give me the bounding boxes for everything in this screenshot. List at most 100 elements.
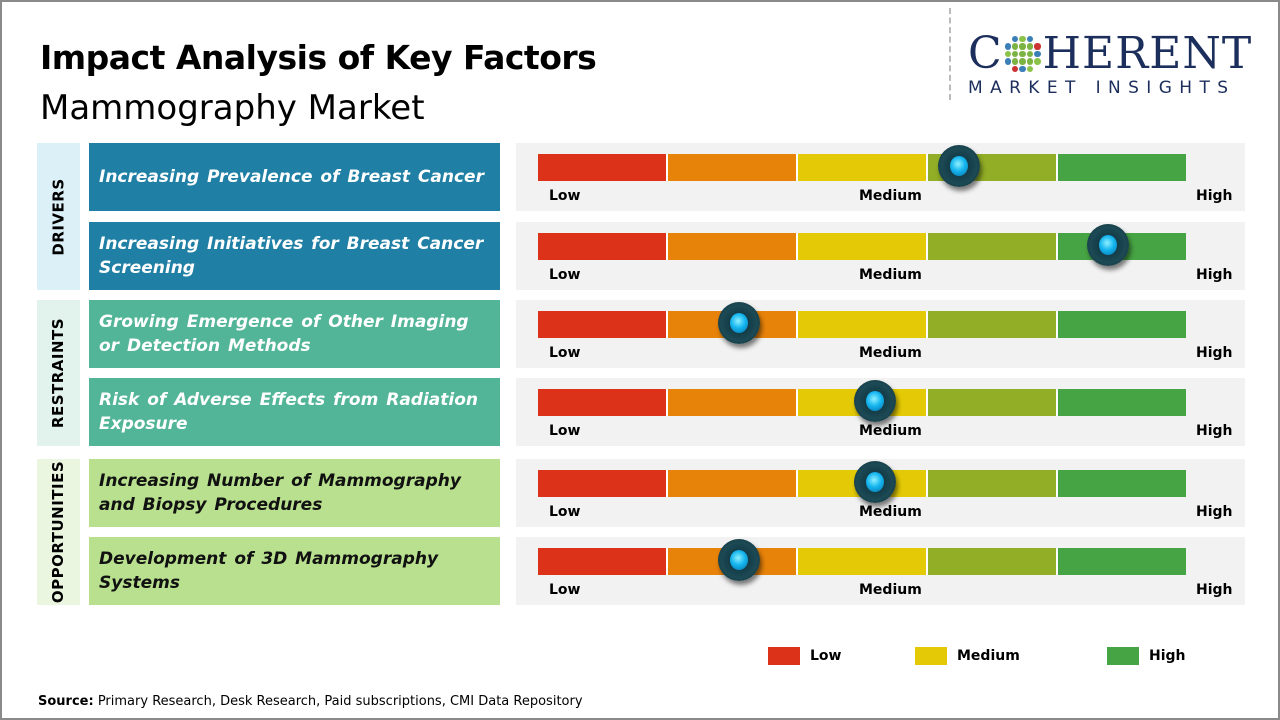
logo-letter: C: [968, 28, 1003, 79]
gauge-segment: [1058, 548, 1186, 575]
gauge-bar: [538, 389, 1186, 416]
globe-dot: [1034, 50, 1041, 58]
globe-dot: [1019, 65, 1026, 72]
globe-dot: [1026, 43, 1034, 50]
scale-label-medium: Medium: [859, 423, 922, 439]
globe-dot: [1026, 36, 1034, 43]
scale-label-low: Low: [549, 582, 581, 598]
impact-gauge: Low Medium High: [516, 300, 1245, 368]
factor-label: Increasing Number of Mammography and Bio…: [89, 459, 500, 527]
gauge-bar: [538, 154, 1186, 181]
gauge-segment: [668, 233, 798, 260]
globe-dot: [1012, 43, 1019, 50]
globe-dot: [1012, 36, 1019, 43]
gauge-segment: [668, 154, 798, 181]
legend-swatch: [1107, 647, 1139, 665]
logo-text: HERENT: [1042, 28, 1253, 79]
impact-marker: [717, 539, 760, 581]
gauge-segment: [538, 470, 668, 497]
impact-gauge: Low Medium High: [516, 537, 1245, 605]
legend-low: Low: [768, 647, 841, 665]
gauge-segment: [928, 470, 1058, 497]
page-title: Impact Analysis of Key Factors: [40, 38, 597, 77]
source-note: Source: Primary Research, Desk Research,…: [38, 694, 583, 709]
globe-dot: [1012, 65, 1019, 72]
gauge-segment: [928, 311, 1058, 338]
scale-label-medium: Medium: [859, 582, 922, 598]
impact-gauge: Low Medium High: [516, 222, 1245, 290]
gauge-segment: [538, 311, 668, 338]
gauge-segment: [1058, 154, 1186, 181]
gauge-bar: [538, 548, 1186, 575]
factor-label: Increasing Prevalence of Breast Cancer: [89, 143, 500, 211]
gauge-segment: [538, 154, 668, 181]
divider: [949, 8, 951, 100]
category-restraints: RESTRAINTS: [37, 300, 80, 446]
legend-label: Low: [810, 648, 842, 664]
scale-label-medium: Medium: [859, 267, 922, 283]
logo-subtext: MARKET INSIGHTS: [968, 78, 1236, 98]
factor-label: Increasing Initiatives for Breast Cancer…: [89, 222, 500, 290]
scale-label-low: Low: [549, 188, 581, 204]
globe-dot: [1026, 58, 1034, 65]
gauge-segment: [928, 548, 1058, 575]
gauge-segment: [798, 548, 928, 575]
globe-dot: [1019, 58, 1026, 65]
factor-label: Development of 3D Mammography Systems: [89, 537, 500, 605]
globe-dot: [1019, 43, 1026, 50]
gauge-segment: [928, 389, 1058, 416]
category-label: RESTRAINTS: [49, 317, 68, 429]
scale-label-low: Low: [549, 267, 581, 283]
scale-label-high: High: [1196, 423, 1233, 439]
factor-label: Growing Emergence of Other Imaging or De…: [89, 300, 500, 368]
globe-dot: [1026, 50, 1034, 58]
gauge-segment: [798, 311, 928, 338]
globe-dot: [1004, 43, 1012, 50]
legend-label: High: [1149, 648, 1186, 664]
page-subtitle: Mammography Market: [40, 88, 425, 128]
legend-label: Medium: [957, 648, 1020, 664]
legend-swatch: [768, 647, 800, 665]
category-drivers: DRIVERS: [37, 143, 80, 290]
gauge-segment: [538, 389, 668, 416]
category-label: DRIVERS: [49, 177, 68, 256]
scale-label-medium: Medium: [859, 504, 922, 520]
globe-dot: [1034, 58, 1041, 65]
category-label: OPPORTUNITIES: [49, 460, 68, 604]
impact-marker: [853, 380, 896, 422]
globe-dot: [1034, 66, 1040, 72]
globe-dot: [1026, 65, 1034, 72]
globe-dot: [1005, 36, 1011, 42]
factor-label: Risk of Adverse Effects from Radiation E…: [89, 378, 500, 446]
scale-label-medium: Medium: [859, 188, 922, 204]
gauge-segment: [538, 548, 668, 575]
impact-marker: [717, 302, 760, 344]
globe-dot: [1004, 50, 1012, 58]
scale-label-low: Low: [549, 504, 581, 520]
gauge-segment: [1058, 311, 1186, 338]
globe-dot: [1005, 66, 1011, 72]
scale-label-high: High: [1196, 345, 1233, 361]
globe-dot: [1004, 58, 1012, 65]
globe-dot: [1019, 36, 1026, 43]
impact-marker: [853, 461, 896, 503]
company-logo: C HERENT MARKET INSIGHTS: [968, 28, 1260, 99]
impact-marker: [1087, 224, 1130, 266]
gauge-segment: [1058, 470, 1186, 497]
scale-label-high: High: [1196, 582, 1233, 598]
globe-dot: [1034, 36, 1040, 42]
gauge-segment: [668, 389, 798, 416]
impact-gauge: Low Medium High: [516, 378, 1245, 446]
source-text: Primary Research, Desk Research, Paid su…: [93, 694, 583, 709]
impact-marker: [938, 145, 981, 187]
gauge-bar: [538, 311, 1186, 338]
globe-dot: [1012, 50, 1019, 58]
gauge-bar: [538, 470, 1186, 497]
scale-label-high: High: [1196, 267, 1233, 283]
category-opportunities: OPPORTUNITIES: [37, 459, 80, 605]
source-label: Source:: [38, 694, 94, 709]
gauge-bar: [538, 233, 1186, 260]
scale-label-low: Low: [549, 345, 581, 361]
gauge-segment: [798, 154, 928, 181]
gauge-segment: [798, 233, 928, 260]
